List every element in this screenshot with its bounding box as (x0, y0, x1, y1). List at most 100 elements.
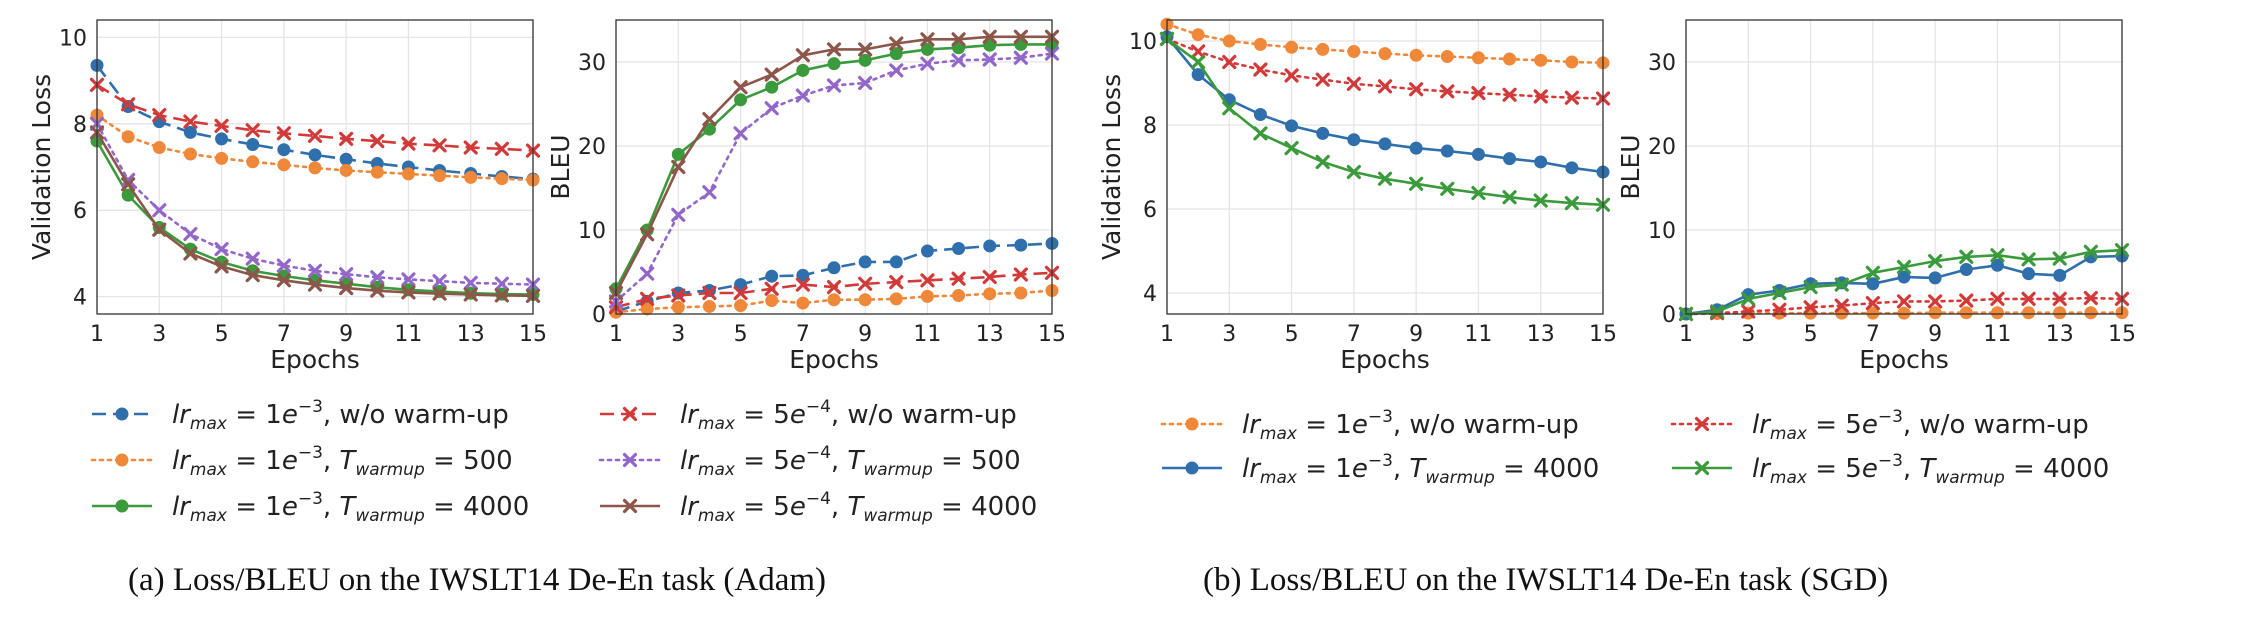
data-point (1222, 54, 1237, 70)
data-point (733, 126, 748, 141)
data-point (2053, 268, 2067, 282)
data-point (1990, 291, 2005, 306)
data-point (983, 287, 997, 301)
data-point (1897, 306, 1911, 320)
legend-marker (1694, 460, 1710, 476)
data-point (1741, 291, 1756, 306)
x-axis-label: Epochs (1859, 345, 1949, 374)
x-axis-label: Epochs (270, 345, 360, 374)
x-tick-label: 9 (339, 322, 353, 347)
y-tick-label: 8 (73, 113, 87, 138)
data-point (1565, 161, 1579, 175)
data-point (889, 255, 903, 269)
data-point (432, 286, 447, 301)
data-point (702, 299, 716, 313)
plot-frame (1166, 19, 1604, 315)
y-axis-label: Validation Loss (1097, 74, 1126, 260)
data-point (1409, 48, 1423, 62)
legend-label: lrmax = 1e−3, w/o warm-up (172, 397, 509, 434)
y-tick-label: 10 (1129, 30, 1157, 55)
legend-label: lrmax = 1e−3, Twarmup = 4000 (172, 489, 529, 526)
x-tick-label: 3 (1222, 322, 1236, 347)
x-tick-label: 15 (2108, 322, 2136, 347)
data-point (276, 273, 291, 288)
data-point (215, 132, 229, 146)
data-point (982, 269, 997, 285)
x-tick-label: 1 (609, 322, 623, 347)
x-tick-label: 1 (90, 322, 104, 347)
data-point (1564, 196, 1579, 211)
legend-marker (1694, 416, 1710, 432)
data-point (1928, 253, 1943, 269)
y-tick-label: 8 (1143, 114, 1157, 139)
data-point (796, 296, 810, 310)
y-tick-label: 0 (1662, 303, 1676, 328)
legend-label: lrmax = 5e−4, Twarmup = 500 (680, 443, 1021, 480)
data-point (339, 280, 354, 296)
data-point (2052, 291, 2067, 306)
data-point (1315, 154, 1330, 170)
data-point (1014, 238, 1028, 252)
data-point (307, 128, 323, 143)
data-point (214, 118, 229, 134)
data-point (889, 36, 904, 51)
data-point (1253, 108, 1267, 121)
legend-item: lrmax = 1e−3, Twarmup = 500 (90, 443, 513, 480)
caption-a: (a) Loss/BLEU on the IWSLT14 De-En task … (128, 562, 827, 598)
data-point (1533, 89, 1548, 104)
data-point (1990, 258, 2004, 272)
legend-label: lrmax = 5e−4, Twarmup = 4000 (680, 489, 1037, 526)
data-point (1191, 68, 1205, 82)
y-tick-label: 10 (578, 219, 606, 244)
data-point (370, 133, 385, 149)
y-tick-label: 0 (592, 303, 606, 328)
data-point (370, 283, 385, 298)
x-tick-label: 13 (1527, 322, 1555, 347)
data-point (2053, 306, 2067, 320)
data-point (827, 261, 841, 275)
data-point (401, 167, 415, 181)
data-point (1471, 185, 1486, 201)
series-6 (608, 29, 1060, 301)
series-4 (608, 265, 1060, 315)
legend-label: lrmax = 5e−3, Twarmup = 4000 (1752, 451, 2109, 488)
data-point (2022, 306, 2036, 320)
data-point (121, 97, 136, 112)
data-point (983, 38, 997, 52)
data-point (2084, 306, 2098, 320)
data-point (920, 56, 935, 71)
data-point (494, 276, 509, 291)
series-4 (1159, 31, 1611, 212)
data-point (2022, 267, 2036, 281)
data-point (276, 258, 291, 273)
x-tick-label: 13 (2046, 322, 2074, 347)
data-point (1285, 40, 1299, 54)
data-point (920, 273, 935, 288)
data-point (952, 241, 966, 255)
data-point (1253, 37, 1267, 51)
data-point (1502, 87, 1517, 102)
data-point (1503, 52, 1517, 66)
data-point (307, 277, 323, 292)
data-point (795, 48, 810, 63)
data-point (1222, 101, 1237, 116)
x-tick-label: 5 (734, 322, 748, 347)
data-point (1316, 126, 1330, 140)
x-tick-label: 1 (1160, 322, 1174, 347)
data-point (215, 151, 229, 165)
data-point (858, 42, 873, 57)
series-line (95, 64, 534, 181)
data-point (765, 80, 779, 94)
data-point (1222, 34, 1236, 48)
data-point (889, 274, 904, 290)
x-tick-label: 7 (796, 322, 810, 347)
data-point (1440, 181, 1455, 196)
data-point (1534, 53, 1548, 67)
data-point (121, 177, 136, 192)
data-point (827, 293, 841, 307)
data-point (1990, 306, 2004, 320)
data-point (1502, 190, 1517, 205)
data-point (671, 300, 685, 314)
data-point (2083, 290, 2098, 306)
legend-label: lrmax = 5e−4, w/o warm-up (680, 397, 1017, 434)
